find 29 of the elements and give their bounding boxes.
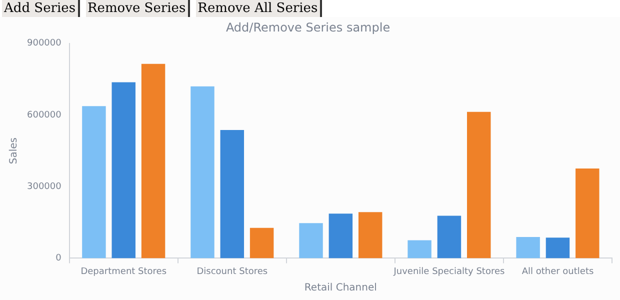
button[interactable]: Add Series <box>2 0 80 17</box>
y-tick-label: 900000 <box>26 38 62 49</box>
y-tick-label: 0 <box>56 254 62 264</box>
bar <box>190 86 214 258</box>
y-axis-title: Sales <box>8 137 20 164</box>
bar <box>82 106 106 258</box>
bar <box>408 240 432 258</box>
x-axis-title: Retail Channel <box>304 282 377 294</box>
button[interactable]: Remove Series <box>86 0 190 17</box>
bar <box>112 82 136 258</box>
x-tick-label: Discount Stores <box>196 266 268 277</box>
bar <box>358 212 382 258</box>
chart-title: Add/Remove Series sample <box>226 20 390 34</box>
y-tick-label: 300000 <box>26 182 62 192</box>
x-tick-label: Department Stores <box>80 266 167 277</box>
y-tick-label: 600000 <box>26 110 62 120</box>
bar <box>250 228 274 258</box>
bar <box>141 64 166 258</box>
bar <box>299 223 323 258</box>
x-tick-label: All other outlets <box>522 266 594 277</box>
bar <box>437 216 462 258</box>
button[interactable]: Remove All Series <box>196 0 322 17</box>
x-tick-label: Juvenile Specialty Stores <box>392 266 505 277</box>
bar <box>467 112 491 258</box>
bar <box>328 214 353 258</box>
bar <box>546 238 570 258</box>
bar <box>220 130 244 258</box>
bar <box>576 168 600 258</box>
bar <box>516 236 540 258</box>
